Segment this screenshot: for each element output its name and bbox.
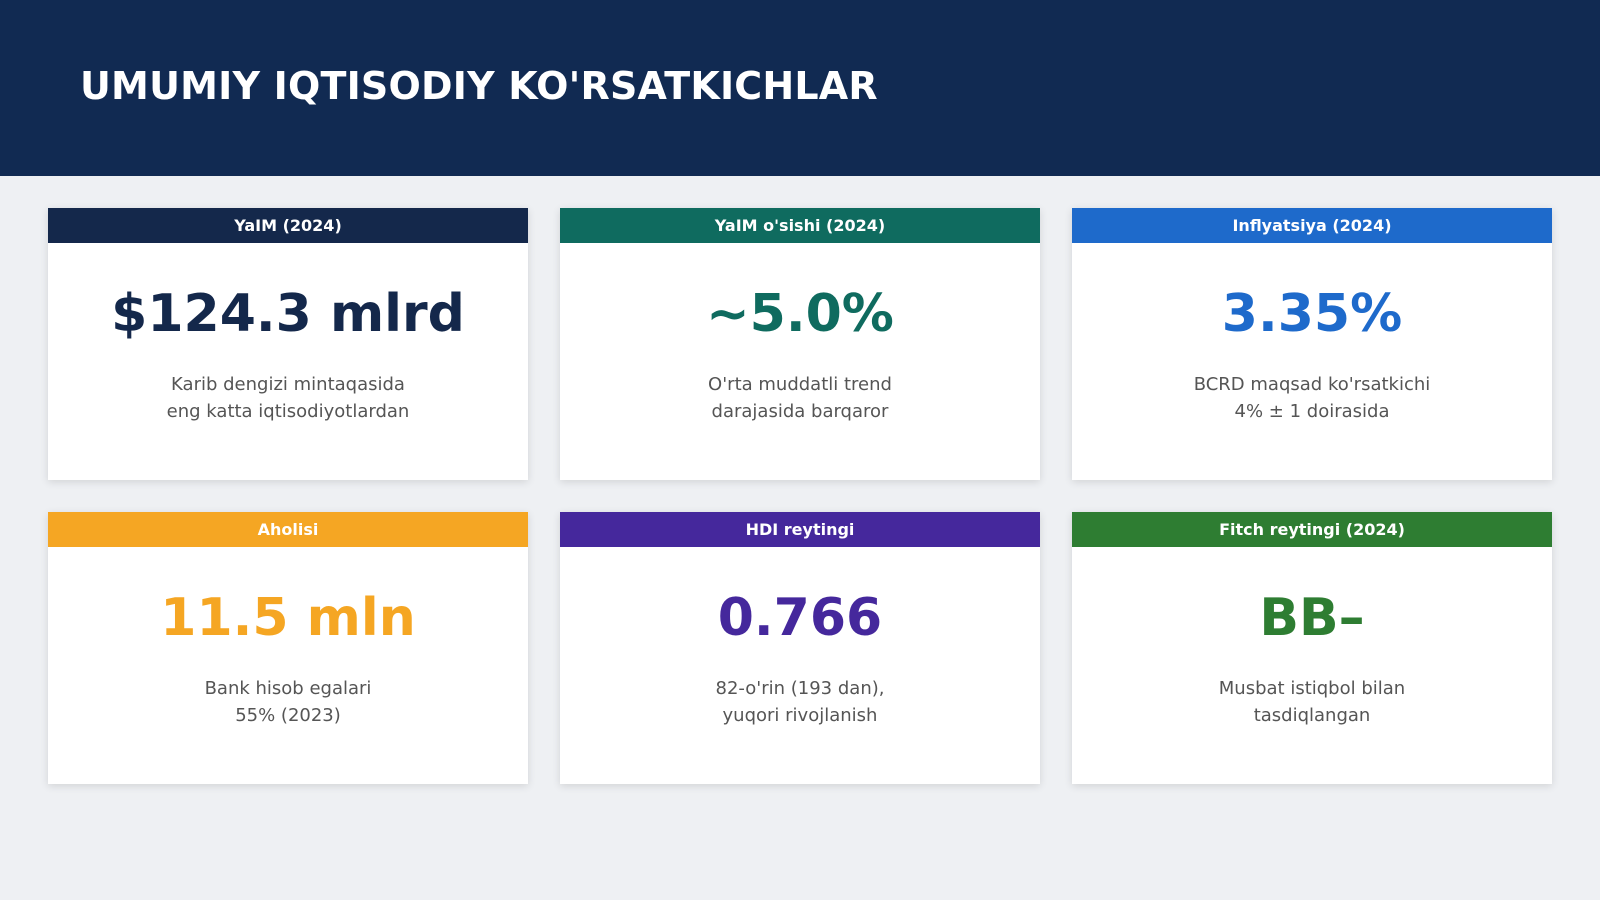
metric-card: Fitch reytingi (2024) BB– Musbat istiqbol …	[1072, 512, 1552, 784]
card-header: Inflyatsiya (2024)	[1072, 208, 1552, 243]
metric-card: YaIM (2024) $124.3 mlrd Karib dengizi mint…	[48, 208, 528, 480]
description-line: darajasida barqaror	[711, 401, 889, 422]
card-value: BB–	[1259, 588, 1365, 648]
metric-card: HDI reytingi 0.766 82-o'rin (193 dan), yuqo…	[560, 512, 1040, 784]
description-line: tasdiqlangan	[1253, 705, 1371, 726]
card-description: 82-o'rin (193 dan), yuqori rivojlanish	[560, 675, 1040, 729]
card-value: ~5.0%	[706, 284, 894, 344]
description-line: Bank hisob egalari	[204, 678, 372, 699]
header: UMUMIY IQTISODIY KO'RSATKICHLAR	[0, 0, 1600, 176]
metric-card: YaIM o'sishi (2024) ~5.0% O'rta muddatli t…	[560, 208, 1040, 480]
description-line: 82-o'rin (193 dan),	[715, 678, 885, 699]
card-description: Bank hisob egalari 55% (2023)	[48, 675, 528, 729]
card-value: 3.35%	[1221, 284, 1403, 344]
description-line: BCRD maqsad ko'rsatkichi	[1193, 374, 1431, 395]
metric-card: Aholisi 11.5 mln Bank hisob egalari 55% (20…	[48, 512, 528, 784]
title: UMUMIY IQTISODIY KO'RSATKICHLAR	[80, 64, 878, 108]
card-description: Karib dengizi mintaqasida eng katta iqtis…	[48, 371, 528, 425]
description-line: 4% ± 1 doirasida	[1234, 401, 1390, 422]
description-line: Karib dengizi mintaqasida	[171, 374, 405, 395]
card-value: $124.3 mlrd	[111, 284, 465, 344]
card-header: YaIM (2024)	[48, 208, 528, 243]
description-line: 55% (2023)	[235, 705, 341, 726]
card-value: 11.5 mln	[160, 588, 416, 648]
card-header: HDI reytingi	[560, 512, 1040, 547]
card-description: O'rta muddatli trend darajasida barqaror	[560, 371, 1040, 425]
description-line: O'rta muddatli trend	[708, 374, 892, 395]
card-description: BCRD maqsad ko'rsatkichi 4% ± 1 doirasida	[1072, 371, 1552, 425]
description-line: Musbat istiqbol bilan	[1218, 678, 1406, 699]
card-header: Fitch reytingi (2024)	[1072, 512, 1552, 547]
card-header: YaIM o'sishi (2024)	[560, 208, 1040, 243]
description-line: yuqori rivojlanish	[722, 705, 878, 726]
card-value: 0.766	[717, 588, 883, 648]
card-description: Musbat istiqbol bilan tasdiqlangan	[1072, 675, 1552, 729]
card-header: Aholisi	[48, 512, 528, 547]
description-line: eng katta iqtisodiyotlardan	[166, 401, 410, 422]
metric-card: Inflyatsiya (2024) 3.35% BCRD maqsad ko'rs…	[1072, 208, 1552, 480]
